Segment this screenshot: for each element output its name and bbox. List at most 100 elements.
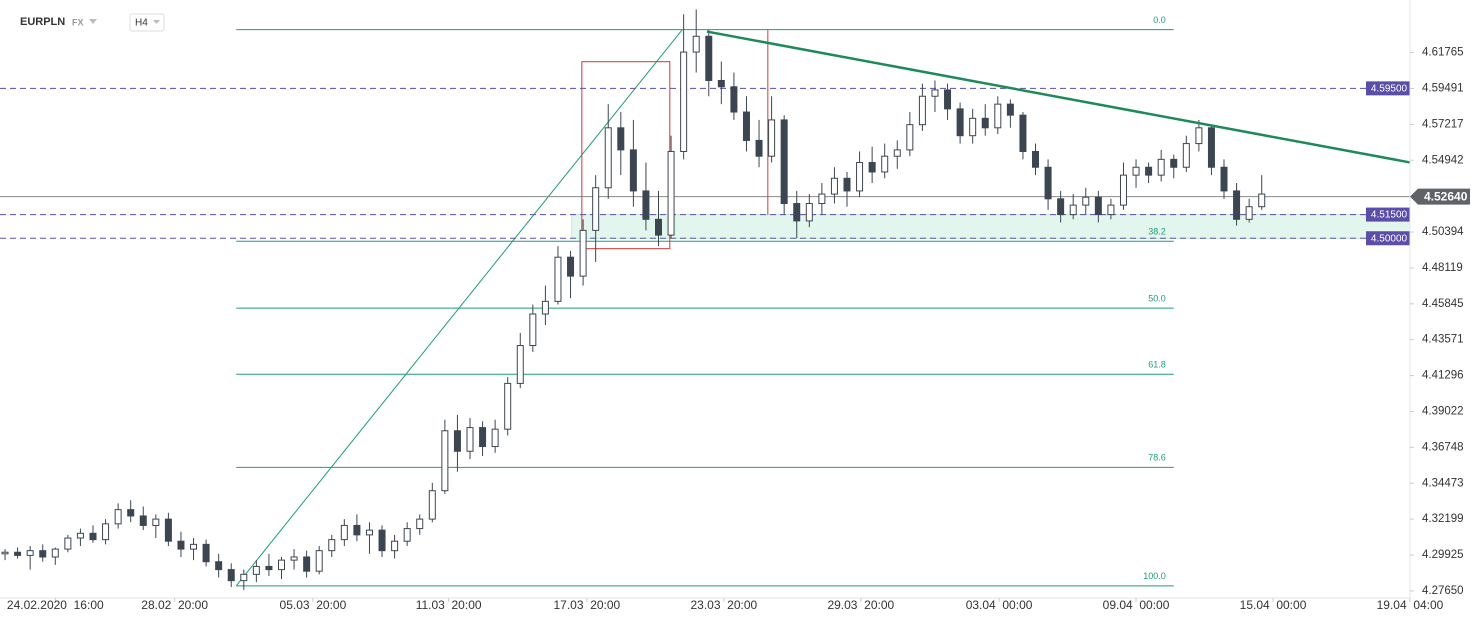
candle-body xyxy=(504,382,512,430)
candle-body xyxy=(742,111,750,141)
candle-body xyxy=(491,428,499,448)
candle-body xyxy=(39,550,47,558)
candle-body xyxy=(768,119,776,157)
candle-body xyxy=(1107,204,1115,216)
candle-body xyxy=(102,523,110,541)
candle-body xyxy=(453,430,461,452)
candle-body xyxy=(1195,127,1203,145)
y-tick-label: 4.34473 xyxy=(1422,477,1464,489)
x-tick-label: 23.03 20:00 xyxy=(690,598,757,612)
candle-body xyxy=(466,427,474,452)
candle-body xyxy=(1157,158,1165,176)
candle-body xyxy=(1132,166,1140,176)
candle-body xyxy=(1032,150,1040,168)
price-tag-label: 4.59500 xyxy=(1371,83,1408,94)
candle-body xyxy=(1233,190,1241,220)
x-tick-label: 19.04 04:00 xyxy=(1377,598,1444,612)
candle-body xyxy=(416,518,424,530)
symbol[interactable]: EURPLN xyxy=(20,16,65,28)
candle-body xyxy=(1145,166,1153,176)
candle-body xyxy=(114,509,122,525)
candle-body xyxy=(252,565,260,575)
price-tag-label: 4.50000 xyxy=(1371,233,1408,244)
candle-body xyxy=(881,155,889,173)
candle-body xyxy=(479,427,487,448)
y-tick-label: 4.39022 xyxy=(1422,405,1464,417)
y-tick-label: 4.48119 xyxy=(1422,262,1463,274)
fib-label: 100.0 xyxy=(1143,571,1166,581)
y-tick-label: 4.50394 xyxy=(1422,226,1464,238)
candle-body xyxy=(529,313,537,347)
candle-body xyxy=(830,177,838,195)
candle-body xyxy=(629,149,637,192)
candle-body xyxy=(227,569,235,582)
candle-body xyxy=(617,127,625,151)
candle-body xyxy=(240,573,248,582)
candle-body xyxy=(1,551,9,555)
y-tick-label: 4.27650 xyxy=(1422,585,1464,597)
candle-body xyxy=(353,524,361,536)
candle-body xyxy=(818,193,826,205)
price-tag xyxy=(1366,207,1412,222)
candle-body xyxy=(705,35,713,81)
fib-label: 61.8 xyxy=(1148,360,1166,370)
current-price-label: 4.52640 xyxy=(1424,189,1468,203)
symbol-dropdown[interactable] xyxy=(89,19,97,24)
candle-body xyxy=(906,124,914,151)
candle-body xyxy=(868,162,876,173)
candle-body xyxy=(328,539,336,552)
x-tick-label: 09.04 00:00 xyxy=(1103,598,1170,612)
candle-body xyxy=(365,529,373,536)
candle-body xyxy=(893,149,901,157)
candle-body xyxy=(843,177,851,192)
candle-body xyxy=(26,550,34,556)
candle-body xyxy=(315,550,323,572)
candle-body xyxy=(152,518,160,526)
candle-body xyxy=(340,524,348,541)
current-price-tag xyxy=(1410,188,1470,205)
candle-body xyxy=(554,256,562,302)
candle-body xyxy=(793,203,801,222)
candle-body xyxy=(441,430,449,492)
y-tick-label: 4.59491 xyxy=(1422,83,1464,95)
candle-body xyxy=(202,543,210,563)
candle-body xyxy=(717,79,725,88)
candle-body xyxy=(265,565,273,571)
candle-body xyxy=(139,515,147,526)
candle-body xyxy=(1006,103,1014,116)
timeframe[interactable]: H4 xyxy=(135,18,148,29)
candle-body xyxy=(428,490,436,520)
price-tag xyxy=(1366,81,1412,96)
candle-body xyxy=(290,556,298,561)
x-tick-label: 17.03 20:00 xyxy=(554,598,621,612)
candle-body xyxy=(969,117,977,137)
candle-body xyxy=(680,51,688,152)
candle-body xyxy=(541,300,549,315)
candle-body xyxy=(944,89,952,110)
timeframe-dropdown[interactable] xyxy=(153,20,160,24)
candle-body xyxy=(755,139,763,157)
candle-body xyxy=(1094,196,1102,216)
candle-body xyxy=(692,35,700,53)
y-tick-label: 4.45845 xyxy=(1422,298,1464,310)
x-tick-label: 15.04 00:00 xyxy=(1240,598,1307,612)
candle-body xyxy=(642,190,650,220)
candle-body xyxy=(190,543,198,550)
trendline xyxy=(706,30,1412,164)
candle-body xyxy=(403,528,411,542)
price-tag xyxy=(1366,231,1412,246)
candle-body xyxy=(956,108,964,137)
candle-body xyxy=(805,203,813,222)
y-tick-label: 4.43571 xyxy=(1422,334,1464,346)
y-tick-label: 4.54942 xyxy=(1422,154,1464,166)
x-tick-label: 29.03 20:00 xyxy=(827,598,894,612)
fib-label: 0.0 xyxy=(1153,15,1166,25)
candle-body xyxy=(1207,127,1215,168)
y-tick-label: 4.41296 xyxy=(1422,370,1464,382)
timeframe-box[interactable] xyxy=(129,13,165,32)
candle-body xyxy=(1220,166,1228,192)
x-tick-label: 03.04 00:00 xyxy=(966,598,1033,612)
candle-body xyxy=(391,540,399,552)
